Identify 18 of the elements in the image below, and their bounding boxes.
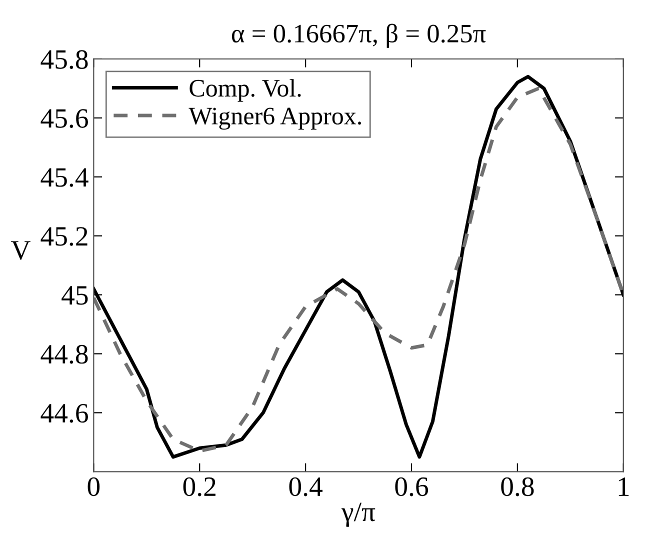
y-tick-label: 44.6 bbox=[40, 404, 88, 423]
y-axis-title: V bbox=[11, 241, 30, 260]
chart-title: α = 0.16667π, β = 0.25π bbox=[232, 24, 486, 48]
y-tick-label: 44.8 bbox=[40, 344, 88, 364]
x-tick-label: 0.2 bbox=[183, 477, 216, 496]
y-tick-label: 45.2 bbox=[40, 227, 88, 246]
y-tick-label: 45.8 bbox=[40, 50, 88, 69]
x-tick-label: 0.6 bbox=[395, 477, 428, 496]
x-tick-label: 1 bbox=[618, 477, 629, 496]
y-tick-label: 45.4 bbox=[40, 168, 88, 187]
legend-label: Comp. Vol. bbox=[190, 79, 301, 102]
x-tick-label: 0 bbox=[88, 477, 100, 496]
y-tick-label: 45 bbox=[62, 286, 88, 305]
x-tick-label: 0.4 bbox=[289, 477, 322, 496]
x-axis-title: γ/π bbox=[341, 502, 376, 527]
y-tick-label: 45.6 bbox=[40, 109, 88, 128]
x-tick-label: 0.8 bbox=[501, 477, 534, 496]
legend-label: Wigner6 Approx. bbox=[188, 108, 361, 130]
